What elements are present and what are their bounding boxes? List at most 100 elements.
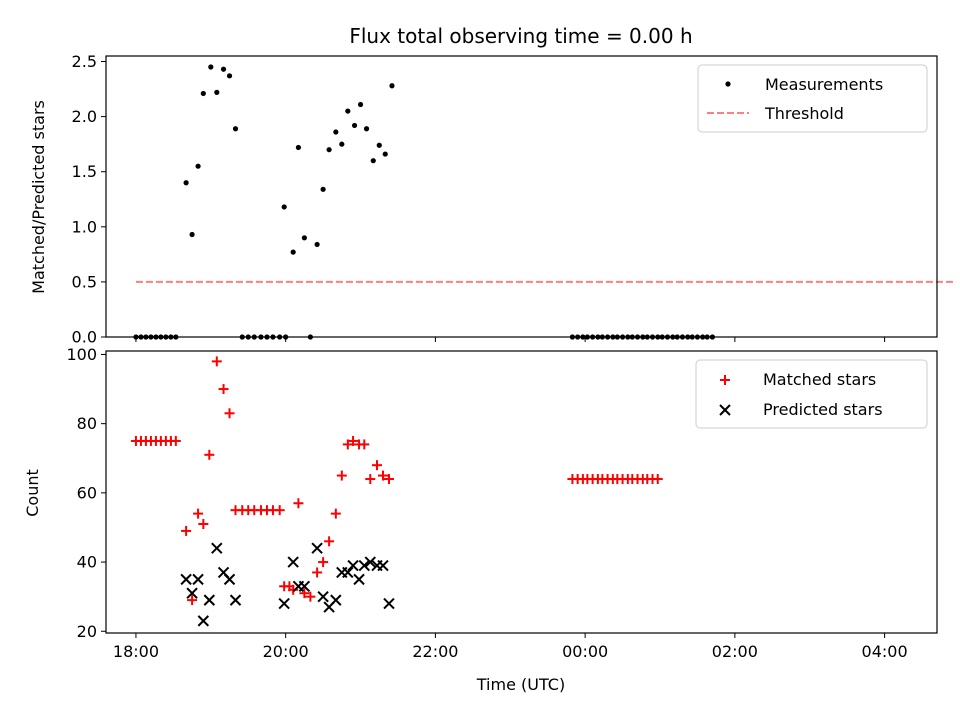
bottom-legend: Matched stars Predicted stars [695,359,928,429]
measurement-point [200,90,206,97]
matched-stars-point [170,435,181,446]
predicted-stars-point [223,573,236,586]
y-tick-label: 2.5 [72,52,97,71]
matched-stars-point [293,498,304,509]
predicted-stars-point [330,594,342,606]
top-y-ticks: 0.0 0.5 1.0 1.5 2.0 2.5 [72,52,106,347]
bottom-plot-area [130,356,663,627]
y-tick-label: 2.0 [72,107,97,126]
matched-stars-point [288,584,299,595]
matched-stars-point [359,439,370,450]
matched-stars-point [305,591,316,602]
measurement-point [345,108,351,114]
matched-stars-point [365,474,376,485]
predicted-stars-point [342,566,354,579]
measurement-point [370,158,376,164]
measurement-point [214,89,220,95]
legend-measurements-label: Measurements [765,75,883,94]
measurement-point [333,129,339,135]
matched-stars-point [336,470,347,481]
bottom-y-axis-label: Count [23,469,42,517]
matched-stars-point [652,474,663,485]
matched-stars-point [204,449,215,460]
measurement-point [363,126,370,132]
matched-stars-point [224,408,235,419]
measurement-point [183,180,189,186]
legend-measurements-marker [725,81,731,87]
legend-matched-marker [720,375,730,385]
chart-title: Flux total observing time = 0.00 h [349,24,692,48]
matched-stars-point [187,595,198,606]
measurement-point [382,151,388,157]
predicted-stars-point [298,580,311,592]
predicted-stars-point [192,573,204,586]
matched-stars-point [211,356,222,367]
measurement-point [290,249,296,255]
predicted-stars-point [347,559,359,572]
matched-stars-point [383,474,394,485]
top-legend: Measurements Threshold [697,64,928,133]
x-tick-label: 18:00 [113,642,159,661]
x-tick-label: 04:00 [862,642,908,661]
predicted-stars-point [311,542,323,554]
top-legend-box [697,64,928,133]
measurement-point [357,101,364,108]
predicted-stars-point [211,542,223,554]
matched-stars-point [312,567,323,578]
measurement-point [314,241,320,248]
y-tick-label: 0.0 [72,328,97,347]
matched-stars-point [372,460,383,471]
x-tick-label: 00:00 [562,642,608,661]
y-tick-label: 80 [77,414,97,433]
matched-stars-point [318,557,329,568]
measurement-point [389,83,395,89]
y-tick-label: 1.5 [72,162,97,181]
measurement-point [326,147,332,153]
top-panel: 0.0 0.5 1.0 1.5 2.0 2.5 Matched/Predicted sta… [29,52,956,347]
measurement-point [295,144,302,151]
matched-stars-point [378,470,388,481]
y-tick-label: 1.0 [72,217,97,236]
x-tick-label: 22:00 [412,642,458,661]
matched-stars-point [181,525,192,536]
matched-stars-point [274,505,285,516]
matched-stars-point [198,519,209,530]
matched-stars-point [330,508,341,519]
predicted-stars-point [364,556,376,568]
x-tick-label: 02:00 [712,642,758,661]
predicted-stars-point [229,594,242,606]
legend-predicted-label: Predicted stars [763,400,883,419]
matched-stars-point [218,384,229,395]
predicted-stars-point [186,587,198,599]
measurement-point [208,64,214,70]
predicted-stars-point [353,573,365,586]
measurement-point [281,204,287,210]
x-axis-label: Time (UTC) [476,675,565,694]
bottom-y-ticks: 20 40 60 80 100 [66,345,106,641]
y-tick-label: 20 [77,622,97,641]
predicted-stars-point [278,597,290,610]
bottom-axes-frame [105,350,938,634]
y-tick-label: 100 [66,345,97,364]
predicted-stars-point [180,573,192,586]
matched-stars-point [348,435,359,446]
y-tick-label: 0.5 [72,272,97,291]
predicted-stars-point [203,594,216,606]
measurement-point [339,141,345,147]
measurement-point [220,66,227,72]
bottom-panel: 20 40 60 80 100 18:00 20:00 22:00 00:00 02:00 04:… [23,345,938,694]
measurement-point [232,126,239,132]
matched-stars-point [342,439,353,450]
measurement-point [226,73,233,79]
predicted-stars-point [197,615,210,627]
predicted-stars-point [377,559,389,572]
predicted-stars-point [287,556,299,568]
top-y-axis-label: Matched/Predicted stars [29,100,48,294]
legend-predicted-marker [719,404,731,416]
matched-stars-point [193,508,204,519]
bottom-legend-box [695,359,928,429]
x-tick-label: 20:00 [263,642,309,661]
measurement-point [195,163,201,169]
measurement-point [351,122,358,129]
